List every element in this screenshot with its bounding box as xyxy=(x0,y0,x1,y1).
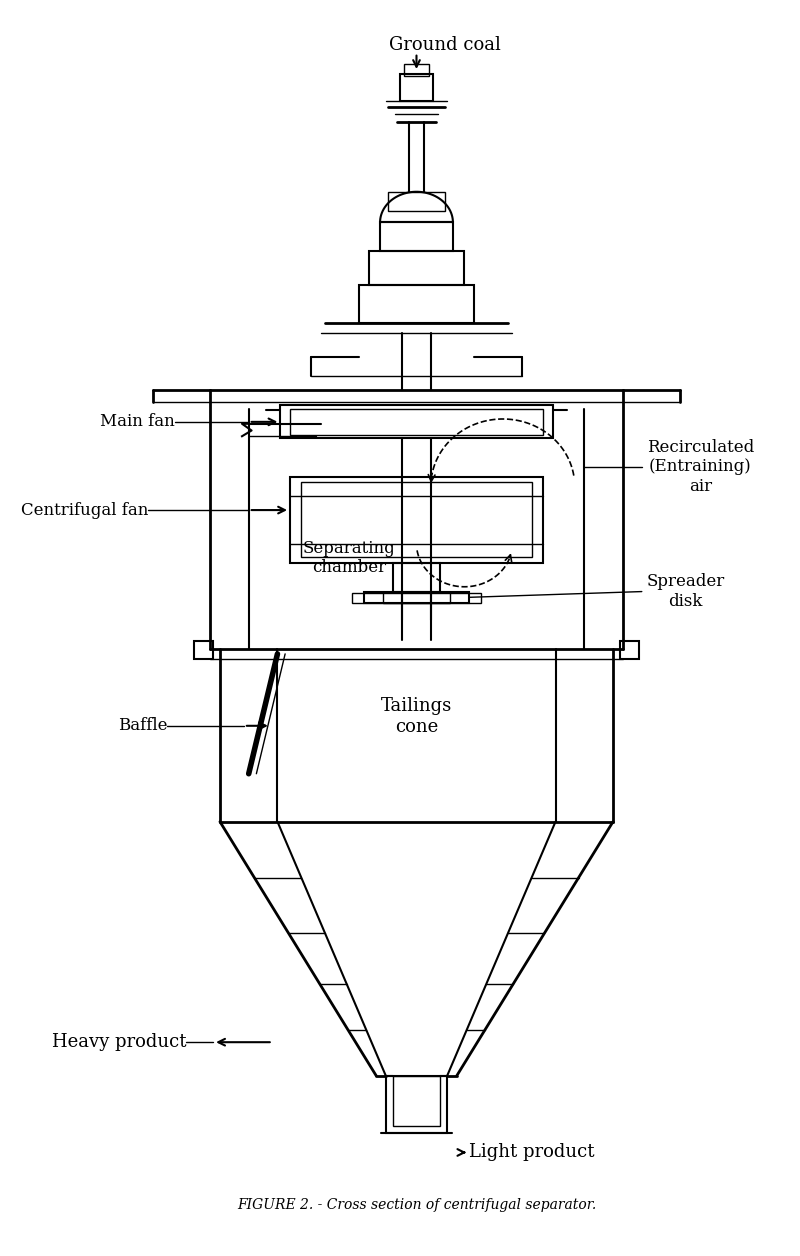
Text: Baffle: Baffle xyxy=(118,717,167,735)
Bar xyxy=(383,592,450,603)
Text: Main fan: Main fan xyxy=(100,413,175,431)
Bar xyxy=(386,1075,447,1133)
Text: Heavy product: Heavy product xyxy=(52,1034,186,1051)
Bar xyxy=(280,404,553,438)
Bar xyxy=(393,1075,441,1125)
Text: Centrifugal fan: Centrifugal fan xyxy=(21,501,148,519)
Bar xyxy=(404,64,429,75)
Text: Tailings
cone: Tailings cone xyxy=(381,697,452,736)
Bar xyxy=(393,563,441,592)
Bar xyxy=(364,592,470,603)
Bar xyxy=(620,642,639,658)
Text: Spreader
disk: Spreader disk xyxy=(646,573,725,610)
Bar xyxy=(369,251,465,285)
Bar xyxy=(352,594,481,603)
Bar xyxy=(194,642,214,658)
Text: Light product: Light product xyxy=(470,1143,594,1162)
Text: Ground coal: Ground coal xyxy=(390,36,501,54)
Text: FIGURE 2. - Cross section of centrifugal separator.: FIGURE 2. - Cross section of centrifugal… xyxy=(237,1198,596,1212)
Bar xyxy=(290,476,543,563)
Bar xyxy=(302,482,531,558)
Bar xyxy=(290,409,543,436)
Bar xyxy=(388,192,446,211)
Bar xyxy=(380,222,453,251)
Text: Separating
chamber: Separating chamber xyxy=(303,540,396,577)
Text: Recirculated
(Entraining)
air: Recirculated (Entraining) air xyxy=(646,438,754,495)
Bar xyxy=(359,285,474,323)
Bar xyxy=(400,74,433,100)
